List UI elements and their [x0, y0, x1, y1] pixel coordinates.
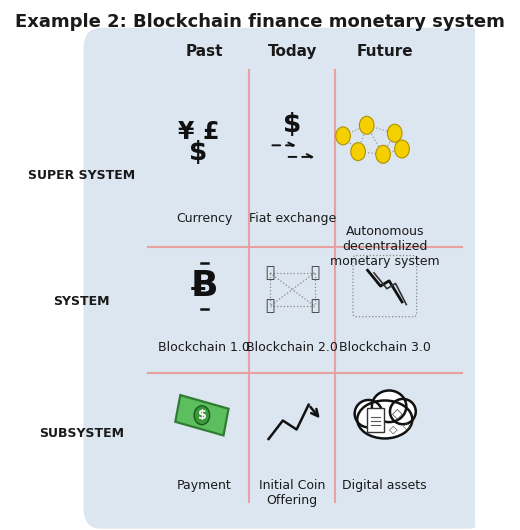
- Text: ⛪: ⛪: [265, 298, 275, 314]
- Text: ⛪: ⛪: [265, 266, 275, 280]
- Text: Currency: Currency: [176, 213, 232, 225]
- Text: ◇: ◇: [389, 425, 398, 435]
- Text: SUBSYSTEM: SUBSYSTEM: [39, 427, 124, 440]
- Text: Blockchain 3.0: Blockchain 3.0: [339, 341, 431, 355]
- Text: ¥: ¥: [178, 120, 194, 144]
- Text: Payment: Payment: [177, 479, 231, 491]
- Text: Example 2: Blockchain finance monetary system: Example 2: Blockchain finance monetary s…: [15, 13, 505, 31]
- Circle shape: [359, 116, 374, 134]
- Text: £: £: [202, 120, 219, 144]
- Text: Blockchain 1.0: Blockchain 1.0: [158, 341, 250, 355]
- Circle shape: [376, 145, 391, 163]
- Circle shape: [194, 406, 210, 425]
- Circle shape: [387, 124, 402, 142]
- Text: Ƀ: Ƀ: [190, 269, 218, 303]
- Circle shape: [395, 140, 409, 158]
- Text: Today: Today: [267, 44, 317, 59]
- Text: $: $: [283, 112, 302, 138]
- Text: ◇: ◇: [402, 421, 410, 431]
- Text: ⛪: ⛪: [310, 298, 319, 314]
- FancyBboxPatch shape: [367, 409, 384, 431]
- Text: ◇: ◇: [392, 407, 402, 421]
- Ellipse shape: [390, 399, 416, 424]
- Text: SUPER SYSTEM: SUPER SYSTEM: [28, 169, 135, 182]
- Ellipse shape: [372, 391, 406, 422]
- Ellipse shape: [355, 400, 382, 427]
- Text: Blockchain 2.0: Blockchain 2.0: [246, 341, 338, 355]
- Text: Fiat exchange: Fiat exchange: [249, 213, 336, 225]
- Ellipse shape: [357, 401, 412, 438]
- Text: Past: Past: [185, 44, 223, 59]
- Text: $: $: [189, 140, 207, 166]
- Text: ⛪: ⛪: [310, 266, 319, 280]
- Text: Future: Future: [357, 44, 413, 59]
- Circle shape: [351, 143, 366, 161]
- Text: SYSTEM: SYSTEM: [53, 295, 110, 308]
- Text: Initial Coin
Offering: Initial Coin Offering: [259, 479, 326, 507]
- FancyBboxPatch shape: [84, 28, 486, 528]
- Text: Autonomous
decentralized
monetary system: Autonomous decentralized monetary system: [330, 225, 439, 269]
- Polygon shape: [175, 395, 228, 436]
- Text: $: $: [198, 409, 206, 422]
- Text: Digital assets: Digital assets: [343, 479, 427, 491]
- Circle shape: [336, 127, 350, 145]
